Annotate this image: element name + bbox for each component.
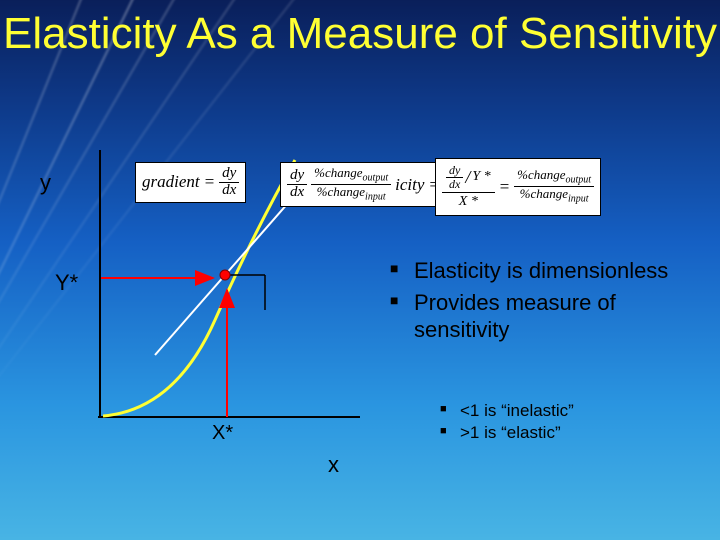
y-axis-label: y: [40, 170, 51, 196]
eq3-bigfrac: dydx / Y * X *: [442, 162, 495, 212]
eq1-lhs: gradient: [142, 173, 200, 191]
main-bullets: Elasticity is dimensionless Provides mea…: [390, 258, 700, 349]
eq1-frac: dy dx: [219, 166, 239, 199]
equation-elasticity: dydx / Y * X * = %changeoutput %changein…: [435, 158, 601, 216]
eq2-frac1: dy dx: [287, 168, 307, 201]
eq3-frac2: %changeoutput %changeinput: [514, 168, 594, 205]
bullet-sensitivity: Provides measure of sensitivity: [390, 290, 700, 343]
slide-title: Elasticity As a Measure of Sensitivity: [0, 10, 720, 58]
sub-bullets: <1 is “inelastic” >1 is “elastic”: [440, 400, 700, 444]
bullet-inelastic: <1 is “inelastic”: [440, 400, 700, 422]
x-axis-label: x: [328, 452, 339, 478]
eq2-frac2: %changeoutput %changeinput: [311, 166, 391, 203]
bullet-dimensionless: Elasticity is dimensionless: [390, 258, 700, 284]
y-star-label: Y*: [55, 270, 78, 296]
bullet-elastic: >1 is “elastic”: [440, 422, 700, 444]
equation-gradient: gradient = dy dx: [135, 162, 246, 203]
